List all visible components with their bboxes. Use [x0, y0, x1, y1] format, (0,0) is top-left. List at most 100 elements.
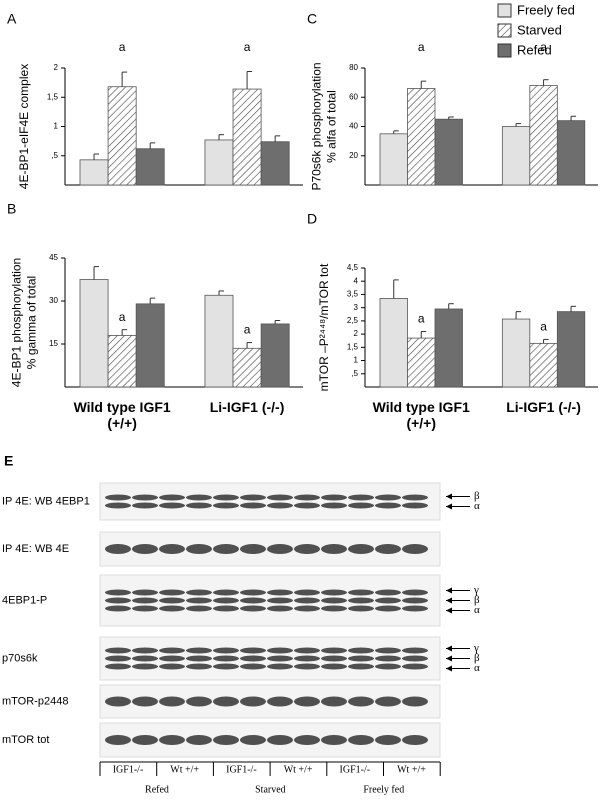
- blot-band: [321, 655, 347, 662]
- bar: [107, 86, 137, 186]
- bar: [260, 323, 290, 388]
- y-tick-label: 4,5: [347, 263, 359, 272]
- blot-band: [294, 605, 320, 612]
- blot-band: [132, 735, 158, 745]
- error-bar: [121, 71, 128, 87]
- bar: [135, 148, 165, 186]
- blot-band: [375, 597, 401, 604]
- blot-band: [132, 663, 158, 670]
- arrow-head: [446, 503, 452, 510]
- error-bar: [246, 342, 253, 349]
- blot-band: [402, 494, 428, 501]
- bar: [434, 308, 463, 388]
- blot-band: [159, 696, 185, 707]
- blot-band: [321, 605, 347, 612]
- category-label: Wild type IGF1 (+/+): [372, 399, 470, 431]
- blot-band: [213, 544, 239, 554]
- blot-band: [240, 544, 266, 554]
- y-tick-label: 1: [54, 122, 59, 131]
- blot-band: [375, 589, 401, 596]
- error-bar: [515, 311, 522, 320]
- bar: [79, 279, 109, 388]
- arrow-head: [446, 645, 452, 652]
- y-axis-label: % alfa of total: [325, 90, 339, 163]
- blot-band: [213, 502, 239, 509]
- bar: [79, 159, 109, 186]
- blot-band: [132, 544, 158, 554]
- band-label: β: [474, 594, 480, 606]
- blot-band: [240, 735, 266, 745]
- error-bar: [93, 266, 100, 280]
- arrow-head: [446, 607, 452, 614]
- blot-band: [213, 605, 239, 612]
- blot-band: [267, 494, 293, 501]
- legend-swatch: [497, 23, 512, 38]
- y-tick-label: 1: [354, 356, 359, 365]
- blot-band: [105, 597, 131, 604]
- blot-band: [321, 663, 347, 670]
- annotation: a: [244, 323, 251, 337]
- error-bar: [93, 153, 100, 160]
- blot-band: [402, 502, 428, 509]
- blot-band: [375, 605, 401, 612]
- bar: [434, 118, 463, 186]
- y-tick-label: 20: [349, 151, 358, 160]
- error-bar: [149, 142, 156, 149]
- band-label: γ: [473, 584, 479, 596]
- error-bar: [121, 329, 128, 336]
- y-tick-label: 15: [49, 339, 58, 348]
- blot-band: [105, 494, 131, 501]
- lane-label: Wt +/+: [284, 764, 313, 775]
- blot-band: [105, 589, 131, 596]
- bar: [407, 88, 436, 186]
- blot-band: [375, 502, 401, 509]
- arrow-head: [446, 493, 452, 500]
- blot-band: [186, 597, 212, 604]
- blot-band: [105, 647, 131, 654]
- lane-label: IGF1-/-: [113, 764, 144, 775]
- blot-band: [186, 605, 212, 612]
- blot-band: [402, 655, 428, 662]
- bar: [556, 311, 586, 388]
- lane-label: IGF1-/-: [340, 764, 371, 775]
- y-tick-label: 3,5: [347, 290, 359, 299]
- bar: [407, 337, 436, 388]
- blot-band: [348, 663, 374, 670]
- blot-band: [402, 544, 428, 554]
- blot-band: [105, 735, 131, 745]
- bar: [379, 298, 408, 388]
- blot-band: [159, 647, 185, 654]
- y-tick-label: ,5: [351, 369, 358, 378]
- blot-band: [321, 589, 347, 596]
- blot-band: [132, 605, 158, 612]
- blot-band: [105, 663, 131, 670]
- y-tick-label: 30: [49, 296, 58, 305]
- error-bar: [149, 297, 156, 304]
- blot-row-label: IP 4E: WB 4E: [2, 543, 69, 555]
- category-label: Wild type IGF1 (+/+): [73, 399, 171, 431]
- band-label: α: [474, 662, 480, 674]
- blot-band: [105, 502, 131, 509]
- blot-band: [294, 597, 320, 604]
- blot-band: [267, 655, 293, 662]
- blot-band: [240, 655, 266, 662]
- blot-band: [213, 696, 239, 707]
- blot-band: [294, 647, 320, 654]
- error-bar: [218, 134, 224, 140]
- blot-row-label: mTOR tot: [2, 734, 49, 746]
- blot-band: [267, 544, 293, 554]
- annotation: a: [119, 310, 126, 324]
- legend-label: Freely fed: [517, 2, 575, 17]
- blot-band: [375, 735, 401, 745]
- blot-band: [186, 502, 212, 509]
- error-bar: [393, 130, 399, 134]
- blot-band: [294, 589, 320, 596]
- blot-band: [402, 589, 428, 596]
- bar: [232, 347, 262, 388]
- panel-letter: B: [7, 201, 16, 217]
- blot-band: [159, 589, 185, 596]
- blot-band: [348, 647, 374, 654]
- error-bar: [543, 79, 549, 86]
- blot-band: [240, 663, 266, 670]
